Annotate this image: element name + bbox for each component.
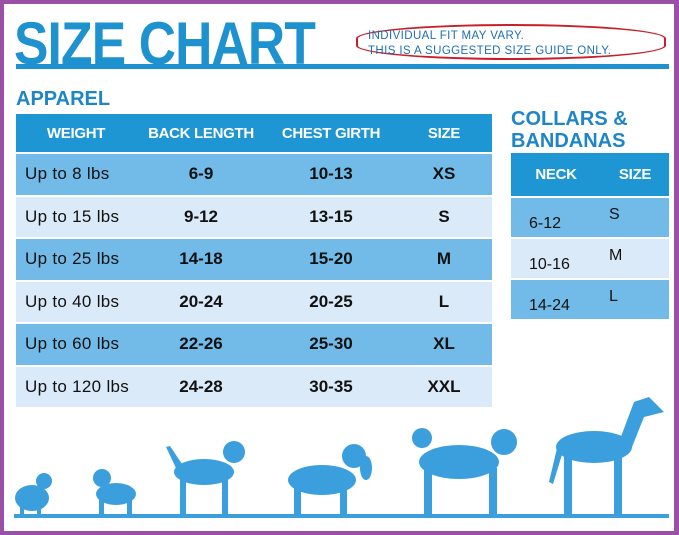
table-cell: 6-9 xyxy=(136,154,266,195)
terrier-mix-icon xyxy=(412,428,517,514)
table-cell: 14-24 xyxy=(511,280,601,319)
table-cell: 10-13 xyxy=(266,154,396,195)
table-cell: 25-30 xyxy=(266,324,396,365)
table-row: Up to 40 lbs 20-24 20-25 L xyxy=(16,281,492,322)
table-cell: L xyxy=(601,280,669,319)
title-underline xyxy=(16,64,669,69)
fit-disclaimer: INDIVIDUAL FIT MAY VARY. THIS IS A SUGGE… xyxy=(356,24,666,60)
pug-icon xyxy=(93,469,136,514)
column-header: WEIGHT xyxy=(16,114,136,152)
table-cell: M xyxy=(601,239,669,278)
table-cell: XXL xyxy=(396,366,492,407)
table-cell: 24-28 xyxy=(136,366,266,407)
table-row: 6-12 S xyxy=(511,198,669,237)
table-cell: Up to 120 lbs xyxy=(16,366,136,407)
table-row: Up to 60 lbs 22-26 25-30 XL xyxy=(16,324,492,365)
column-header: SIZE xyxy=(396,114,492,152)
disclaimer-line: INDIVIDUAL FIT MAY VARY. xyxy=(368,30,525,42)
great-dane-icon xyxy=(549,397,664,514)
table-cell: 6-12 xyxy=(511,198,601,237)
header-row: NECK SIZE xyxy=(511,153,669,196)
collars-table: NECK SIZE 6-12 S 10-16 M 14-24 L xyxy=(511,151,669,321)
table-cell: XL xyxy=(396,324,492,365)
apparel-table: WEIGHT BACK LENGTH CHEST GIRTH SIZE Up t… xyxy=(16,112,492,409)
heading-line: COLLARS & xyxy=(511,108,628,130)
spaniel-icon xyxy=(288,444,372,514)
header-row: WEIGHT BACK LENGTH CHEST GIRTH SIZE xyxy=(16,114,492,152)
table-cell: 20-25 xyxy=(266,281,396,322)
table-row: 10-16 M xyxy=(511,239,669,278)
disclaimer-line: THIS IS A SUGGESTED SIZE GUIDE ONLY. xyxy=(368,45,612,57)
collars-heading: COLLARS & BANDANAS xyxy=(511,108,628,152)
table-cell: Up to 8 lbs xyxy=(16,154,136,195)
beagle-icon xyxy=(166,441,245,514)
table-row: 14-24 L xyxy=(511,280,669,319)
table-cell: S xyxy=(396,196,492,237)
table-row: Up to 25 lbs 14-18 15-20 M xyxy=(16,239,492,280)
table-cell: Up to 15 lbs xyxy=(16,196,136,237)
table-cell: 30-35 xyxy=(266,366,396,407)
table-cell: 13-15 xyxy=(266,196,396,237)
table-cell: 15-20 xyxy=(266,239,396,280)
table-cell: 14-18 xyxy=(136,239,266,280)
table-cell: XS xyxy=(396,154,492,195)
column-header: NECK xyxy=(511,153,601,196)
table-cell: M xyxy=(396,239,492,280)
table-cell: 20-24 xyxy=(136,281,266,322)
column-header: SIZE xyxy=(601,153,669,196)
table-cell: 22-26 xyxy=(136,324,266,365)
heading-line: BANDANAS xyxy=(511,130,626,152)
dog-silhouettes xyxy=(14,397,669,518)
table-row: Up to 8 lbs 6-9 10-13 XS xyxy=(16,154,492,195)
pomeranian-icon xyxy=(15,473,52,514)
ground-line xyxy=(14,514,669,518)
table-cell: S xyxy=(601,198,669,237)
column-header: CHEST GIRTH xyxy=(266,114,396,152)
table-cell: 9-12 xyxy=(136,196,266,237)
table-cell: Up to 25 lbs xyxy=(16,239,136,280)
table-row: Up to 120 lbs 24-28 30-35 XXL xyxy=(16,366,492,407)
table-row: Up to 15 lbs 9-12 13-15 S xyxy=(16,196,492,237)
apparel-heading: APPAREL xyxy=(16,88,111,110)
table-cell: L xyxy=(396,281,492,322)
table-cell: Up to 60 lbs xyxy=(16,324,136,365)
table-cell: Up to 40 lbs xyxy=(16,281,136,322)
table-cell: 10-16 xyxy=(511,239,601,278)
column-header: BACK LENGTH xyxy=(136,114,266,152)
